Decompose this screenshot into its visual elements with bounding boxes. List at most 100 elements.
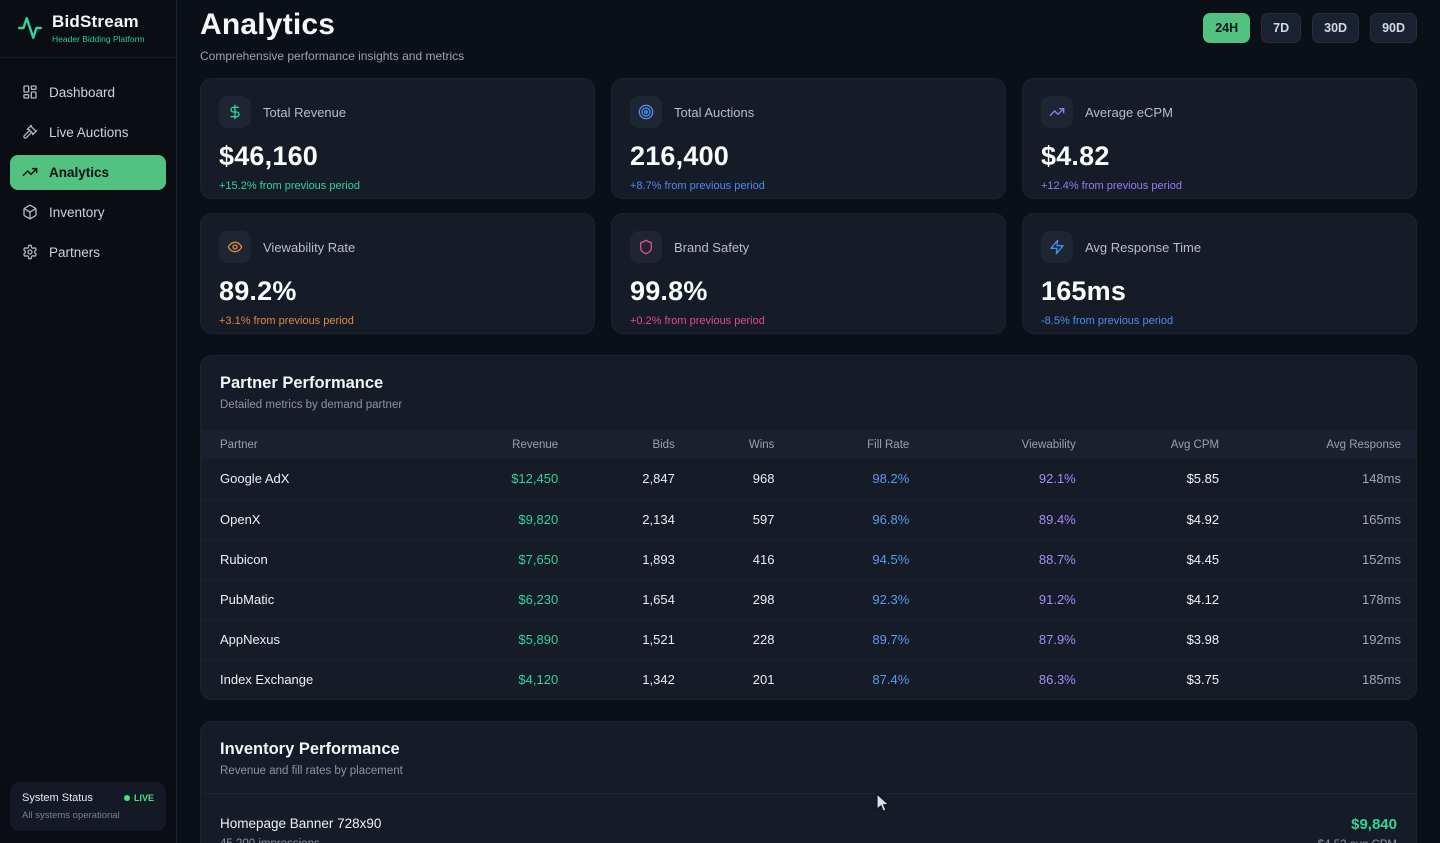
package-icon (22, 204, 38, 220)
stat-label: Average eCPM (1085, 104, 1173, 120)
sidebar-nav: Dashboard Live Auctions Analytics Invent… (0, 58, 176, 287)
trending-up-icon (1041, 96, 1073, 128)
range-button-24h[interactable]: 24H (1203, 13, 1251, 43)
placement-avg-cpm: $4.52 avg CPM (1318, 839, 1397, 843)
page-title: Analytics (200, 8, 336, 41)
cell-revenue: $9,820 (435, 498, 559, 539)
placement-revenue: $9,840 (1351, 816, 1397, 833)
panel-subtitle: Revenue and fill rates by placement (220, 765, 403, 777)
sidebar-item-label: Dashboard (49, 84, 116, 100)
stat-label: Brand Safety (674, 239, 750, 255)
cell-partner: Rubicon (201, 538, 436, 579)
stat-card-average-ecpm: Average eCPM $4.82 +12.4% from previous … (1022, 78, 1417, 199)
eye-icon (219, 231, 251, 263)
table-row: AppNexus $5,890 1,521 228 89.7% 87.9% $3… (201, 618, 1416, 659)
stat-value: 89.2% (219, 276, 297, 306)
trending-up-icon (22, 164, 38, 180)
cell-avg-cpm: $4.12 (1075, 578, 1220, 619)
inventory-performance-panel: Inventory Performance Revenue and fill r… (200, 721, 1417, 843)
table-row: Index Exchange $4,120 1,342 201 87.4% 86… (201, 658, 1416, 699)
stat-label: Total Revenue (263, 104, 347, 120)
sidebar: BidStream Header Bidding Platform Dashbo… (0, 0, 177, 843)
cell-avg-cpm: $3.75 (1075, 658, 1220, 699)
cell-wins: 416 (674, 538, 775, 579)
live-badge: LIVE (123, 793, 154, 803)
stat-value: $4.82 (1041, 141, 1110, 171)
placement-name: Homepage Banner 728x90 (220, 816, 382, 831)
shield-icon (630, 231, 662, 263)
cell-avg-cpm: $3.98 (1075, 618, 1220, 659)
table-row: PubMatic $6,230 1,654 298 92.3% 91.2% $4… (201, 578, 1416, 619)
sidebar-item-label: Partners (49, 244, 101, 260)
gear-icon (22, 244, 38, 260)
cell-avg-response: 165ms (1219, 498, 1416, 539)
stat-card-brand-safety: Brand Safety 99.8% +0.2% from previous p… (611, 213, 1006, 334)
cell-viewability: 88.7% (909, 538, 1076, 579)
col-header-wins: Wins (748, 438, 775, 451)
range-button-90d[interactable]: 90D (1370, 13, 1417, 43)
cell-partner: OpenX (201, 498, 436, 539)
panel-subtitle: Detailed metrics by demand partner (220, 399, 403, 411)
stat-card-avg-response-time: Avg Response Time 165ms -8.5% from previ… (1022, 213, 1417, 334)
stat-value: $46,160 (219, 141, 318, 171)
stat-value: 216,400 (630, 141, 729, 171)
col-header-bids: Bids (652, 438, 675, 451)
range-button-30d[interactable]: 30D (1312, 13, 1360, 43)
stats-grid: Total Revenue $46,160 +15.2% from previo… (200, 78, 1417, 334)
brand-name: BidStream (52, 12, 139, 31)
stat-card-viewability-rate: Viewability Rate 89.2% +3.1% from previo… (200, 213, 595, 334)
page-subtitle: Comprehensive performance insights and m… (200, 49, 465, 63)
page-header: Analytics Comprehensive performance insi… (200, 8, 1417, 63)
partner-table: Partner Revenue Bids Wins Fill Rate View… (201, 430, 1416, 699)
brand-tagline: Header Bidding Platform (52, 33, 145, 44)
time-range-group: 24H 7D 30D 90D (1203, 13, 1417, 43)
stat-value: 165ms (1041, 276, 1127, 306)
stat-delta: +8.7% from previous period (630, 180, 765, 192)
sidebar-item-live-auctions[interactable]: Live Auctions (10, 115, 166, 150)
sidebar-item-dashboard[interactable]: Dashboard (10, 75, 166, 110)
stat-delta: +12.4% from previous period (1041, 180, 1182, 192)
cell-partner: PubMatic (201, 578, 436, 619)
stat-label: Viewability Rate (263, 239, 356, 255)
col-header-avg-cpm: Avg CPM (1170, 438, 1220, 451)
gavel-icon (22, 124, 38, 140)
cell-viewability: 89.4% (909, 498, 1076, 539)
cell-fill-rate: 98.2% (872, 471, 910, 487)
sidebar-item-label: Inventory (49, 204, 105, 220)
panel-title: Inventory Performance (220, 740, 400, 758)
cell-avg-response: 185ms (1219, 658, 1416, 699)
stat-delta: -8.5% from previous period (1041, 315, 1174, 327)
sidebar-item-analytics[interactable]: Analytics (10, 154, 166, 190)
cell-fill-rate: 92.3% (774, 578, 910, 619)
col-header-revenue: Revenue (512, 438, 559, 451)
cell-wins: 597 (674, 498, 775, 539)
brand-logo[interactable]: BidStream Header Bidding Platform (0, 0, 176, 58)
range-button-7d[interactable]: 7D (1261, 13, 1302, 43)
cell-wins: 298 (674, 578, 775, 619)
cell-partner: AppNexus (201, 618, 436, 659)
stat-card-total-revenue: Total Revenue $46,160 +15.2% from previo… (200, 78, 595, 199)
placement-impressions: 45,200 impressions (220, 838, 381, 843)
cell-partner: Google AdX (220, 471, 290, 487)
cell-wins: 201 (674, 658, 775, 699)
cell-avg-cpm: $5.85 (1186, 471, 1220, 487)
cell-avg-cpm: $4.92 (1075, 498, 1220, 539)
stat-delta: +3.1% from previous period (219, 315, 354, 327)
sidebar-item-inventory[interactable]: Inventory (10, 195, 166, 230)
activity-icon (17, 15, 43, 41)
col-header-fill-rate: Fill Rate (867, 438, 910, 451)
cell-wins: 228 (674, 618, 775, 659)
main-content: Analytics Comprehensive performance insi… (177, 0, 1440, 843)
target-icon (630, 96, 662, 128)
stat-card-total-auctions: Total Auctions 216,400 +8.7% from previo… (611, 78, 1006, 199)
col-header-avg-response: Avg Response (1326, 438, 1401, 451)
stat-label: Total Auctions (674, 104, 755, 120)
zap-icon (1041, 231, 1073, 263)
panel-title: Partner Performance (220, 374, 384, 392)
cell-fill-rate: 94.5% (774, 538, 910, 579)
layout-grid-icon (22, 84, 38, 100)
inventory-item: Homepage Banner 728x90 45,200 impression… (220, 816, 1397, 843)
sidebar-item-partners[interactable]: Partners (10, 235, 166, 270)
cell-revenue: $5,890 (435, 618, 559, 659)
